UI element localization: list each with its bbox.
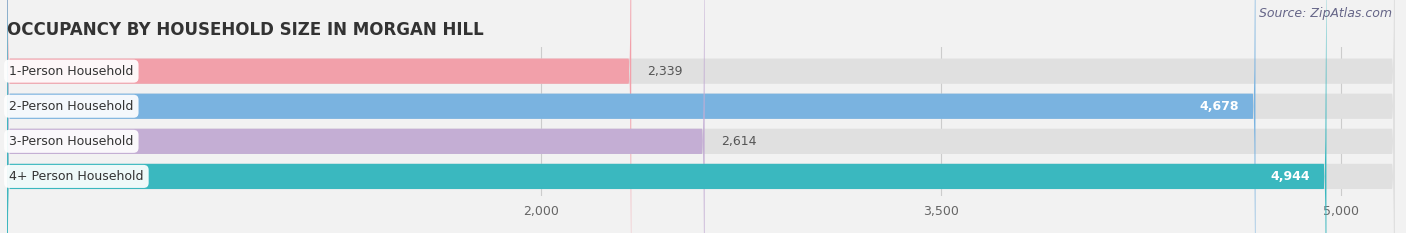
Text: 4,944: 4,944 [1271,170,1310,183]
Text: 2,614: 2,614 [721,135,756,148]
Text: 2,339: 2,339 [647,65,683,78]
FancyBboxPatch shape [7,0,631,233]
Text: Source: ZipAtlas.com: Source: ZipAtlas.com [1258,7,1392,20]
FancyBboxPatch shape [7,0,704,233]
Text: 4,678: 4,678 [1199,100,1240,113]
FancyBboxPatch shape [7,0,1326,233]
Text: 2-Person Household: 2-Person Household [10,100,134,113]
FancyBboxPatch shape [7,0,1256,233]
FancyBboxPatch shape [7,0,1395,233]
FancyBboxPatch shape [7,0,1395,233]
FancyBboxPatch shape [7,0,1395,233]
Text: 4+ Person Household: 4+ Person Household [10,170,143,183]
Text: 1-Person Household: 1-Person Household [10,65,134,78]
FancyBboxPatch shape [7,0,1395,233]
Text: OCCUPANCY BY HOUSEHOLD SIZE IN MORGAN HILL: OCCUPANCY BY HOUSEHOLD SIZE IN MORGAN HI… [7,21,484,39]
Text: 3-Person Household: 3-Person Household [10,135,134,148]
